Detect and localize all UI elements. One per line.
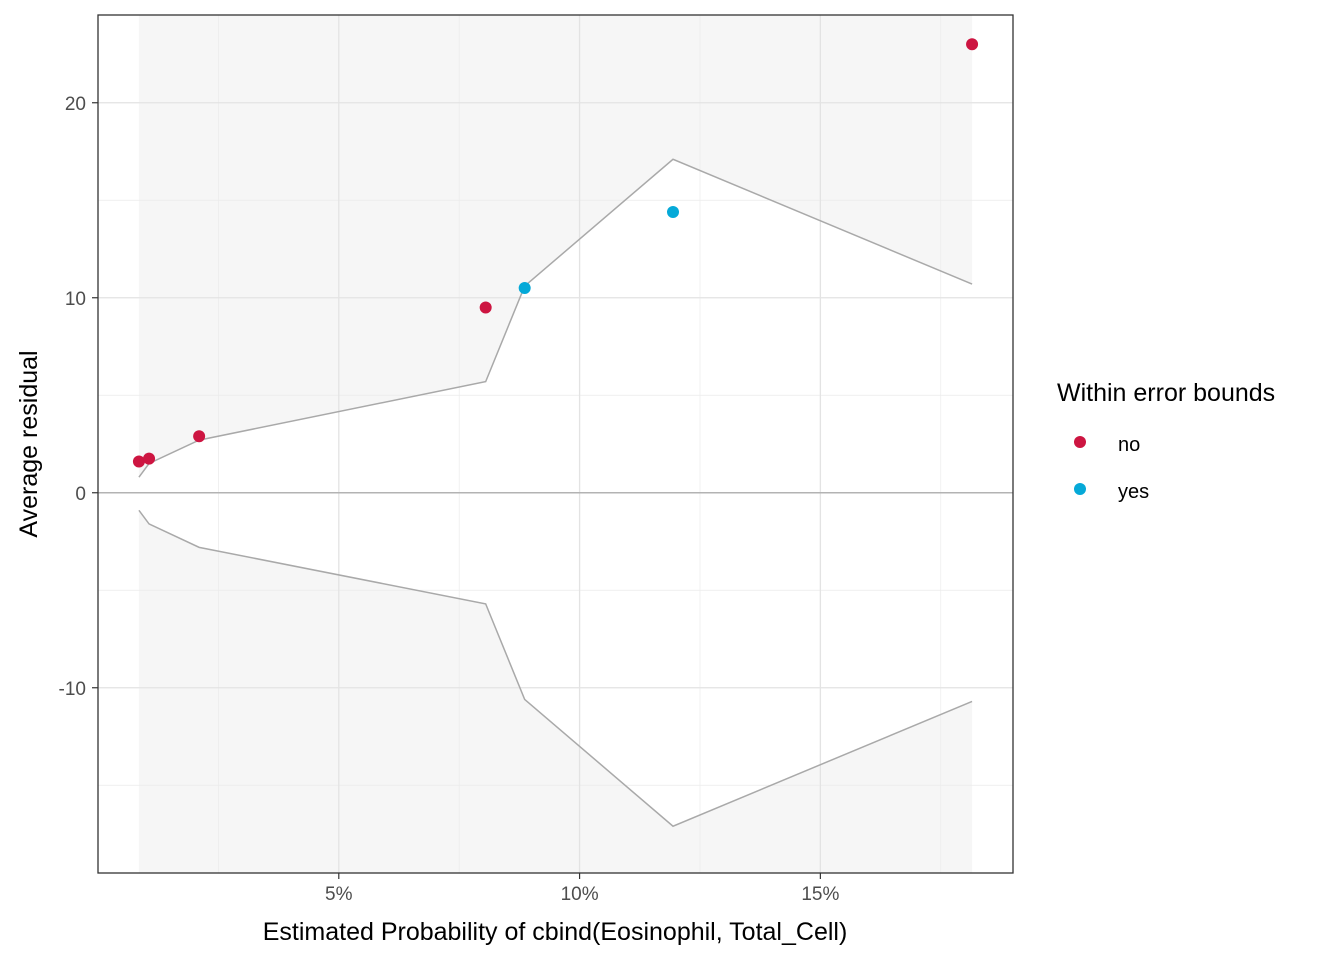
lower-bound-line <box>138 509 973 828</box>
plot-panel-border <box>97 14 1014 874</box>
x-tick-label: 15% <box>801 884 839 905</box>
data-point-no <box>479 301 492 314</box>
legend-key-no <box>1074 436 1086 448</box>
data-point-no <box>132 455 145 468</box>
y-tick-label: 10 <box>65 289 86 310</box>
data-point-yes <box>518 282 531 294</box>
lower-shaded-region <box>138 510 973 873</box>
legend-key-yes <box>1074 483 1086 495</box>
legend-title: Within error bounds <box>1057 379 1275 407</box>
legend-label-no: no <box>1118 434 1140 456</box>
legend-label-yes: yes <box>1118 481 1149 503</box>
y-tick-label: 0 <box>75 484 86 505</box>
y-axis-ticks: -10 0 10 20 <box>59 94 98 700</box>
error-bounds-area <box>138 15 973 873</box>
data-point-no <box>143 452 156 465</box>
legend: Within error bounds no yes <box>1057 379 1275 503</box>
x-axis-title: Estimated Probability of cbind(Eosinophi… <box>263 918 848 946</box>
x-axis-ticks: 5% 10% 15% <box>325 873 839 905</box>
data-point-no <box>193 430 206 443</box>
data-point-yes <box>667 205 680 218</box>
y-tick-label: -10 <box>59 679 86 700</box>
x-tick-label: 10% <box>561 884 599 905</box>
x-tick-label: 5% <box>325 884 353 905</box>
y-axis-title: Average residual <box>15 350 43 537</box>
data-point-no <box>966 38 979 51</box>
upper-shaded-region <box>138 15 973 478</box>
data-points <box>132 38 979 468</box>
y-tick-label: 20 <box>65 94 86 115</box>
